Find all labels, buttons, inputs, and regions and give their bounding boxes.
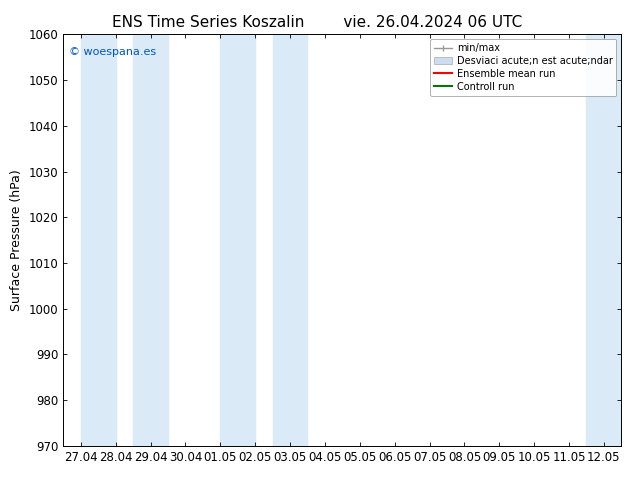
Text: © woespana.es: © woespana.es [69, 47, 156, 57]
Bar [273, 34, 307, 446]
Bar [133, 34, 168, 446]
Legend: min/max, Desviaci acute;n est acute;ndar, Ensemble mean run, Controll run: min/max, Desviaci acute;n est acute;ndar… [430, 39, 616, 96]
Text: ENS Time Series Koszalin        vie. 26.04.2024 06 UTC: ENS Time Series Koszalin vie. 26.04.2024… [112, 15, 522, 30]
Bar [586, 34, 621, 446]
Bar [221, 34, 255, 446]
Y-axis label: Surface Pressure (hPa): Surface Pressure (hPa) [10, 169, 23, 311]
Bar [81, 34, 116, 446]
